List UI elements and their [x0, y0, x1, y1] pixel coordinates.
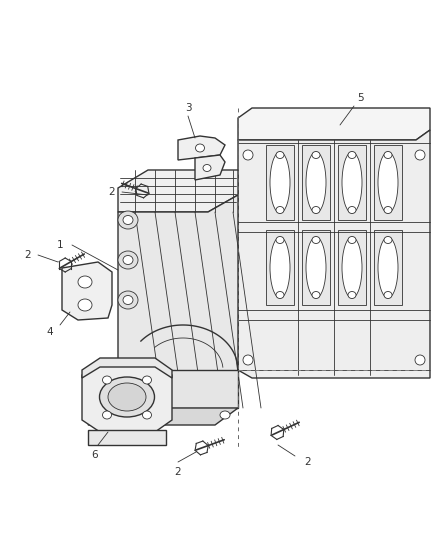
Ellipse shape	[142, 411, 152, 419]
Polygon shape	[195, 155, 225, 180]
Ellipse shape	[384, 237, 392, 244]
Text: 3: 3	[185, 103, 191, 113]
Ellipse shape	[276, 206, 284, 214]
Ellipse shape	[270, 152, 290, 213]
Ellipse shape	[276, 151, 284, 158]
Ellipse shape	[348, 237, 356, 244]
Ellipse shape	[415, 355, 425, 365]
Polygon shape	[62, 262, 112, 320]
Polygon shape	[118, 170, 238, 212]
Polygon shape	[374, 230, 402, 305]
Polygon shape	[302, 230, 330, 305]
Ellipse shape	[306, 152, 326, 213]
Text: 2: 2	[25, 250, 31, 260]
Polygon shape	[82, 358, 172, 378]
Ellipse shape	[118, 211, 138, 229]
Text: 2: 2	[109, 187, 115, 197]
Ellipse shape	[78, 276, 92, 288]
Ellipse shape	[270, 237, 290, 298]
Ellipse shape	[306, 237, 326, 298]
Polygon shape	[178, 136, 225, 160]
Ellipse shape	[203, 165, 211, 172]
Ellipse shape	[123, 255, 133, 264]
Text: 4: 4	[47, 327, 53, 337]
Polygon shape	[238, 130, 430, 378]
Ellipse shape	[195, 144, 205, 152]
Polygon shape	[118, 195, 238, 408]
Polygon shape	[266, 145, 294, 220]
Ellipse shape	[243, 150, 253, 160]
Text: 2: 2	[175, 467, 181, 477]
Polygon shape	[302, 145, 330, 220]
Ellipse shape	[378, 152, 398, 213]
Ellipse shape	[276, 292, 284, 298]
Text: 5: 5	[357, 93, 363, 103]
Ellipse shape	[342, 237, 362, 298]
Polygon shape	[338, 230, 366, 305]
Ellipse shape	[243, 355, 253, 365]
Text: 2: 2	[305, 457, 311, 467]
Ellipse shape	[123, 215, 133, 224]
Ellipse shape	[348, 151, 356, 158]
Ellipse shape	[102, 411, 112, 419]
Ellipse shape	[118, 251, 138, 269]
Ellipse shape	[108, 383, 146, 411]
Ellipse shape	[415, 150, 425, 160]
Ellipse shape	[142, 376, 152, 384]
Ellipse shape	[102, 376, 112, 384]
Ellipse shape	[384, 151, 392, 158]
Ellipse shape	[348, 206, 356, 214]
Ellipse shape	[384, 292, 392, 298]
Ellipse shape	[99, 377, 155, 417]
Ellipse shape	[384, 206, 392, 214]
Polygon shape	[88, 430, 166, 445]
Text: 6: 6	[92, 450, 98, 460]
Polygon shape	[88, 390, 238, 425]
Ellipse shape	[276, 237, 284, 244]
Ellipse shape	[118, 291, 138, 309]
Ellipse shape	[348, 292, 356, 298]
Ellipse shape	[78, 299, 92, 311]
Ellipse shape	[123, 295, 133, 304]
Polygon shape	[266, 230, 294, 305]
Ellipse shape	[312, 206, 320, 214]
Ellipse shape	[220, 411, 230, 419]
Polygon shape	[148, 370, 238, 408]
Ellipse shape	[312, 292, 320, 298]
Ellipse shape	[312, 151, 320, 158]
Ellipse shape	[312, 237, 320, 244]
Polygon shape	[238, 108, 430, 140]
Ellipse shape	[155, 411, 165, 419]
Ellipse shape	[378, 237, 398, 298]
Polygon shape	[338, 145, 366, 220]
Polygon shape	[374, 145, 402, 220]
Text: 1: 1	[57, 240, 64, 250]
Ellipse shape	[342, 152, 362, 213]
Polygon shape	[82, 362, 172, 432]
